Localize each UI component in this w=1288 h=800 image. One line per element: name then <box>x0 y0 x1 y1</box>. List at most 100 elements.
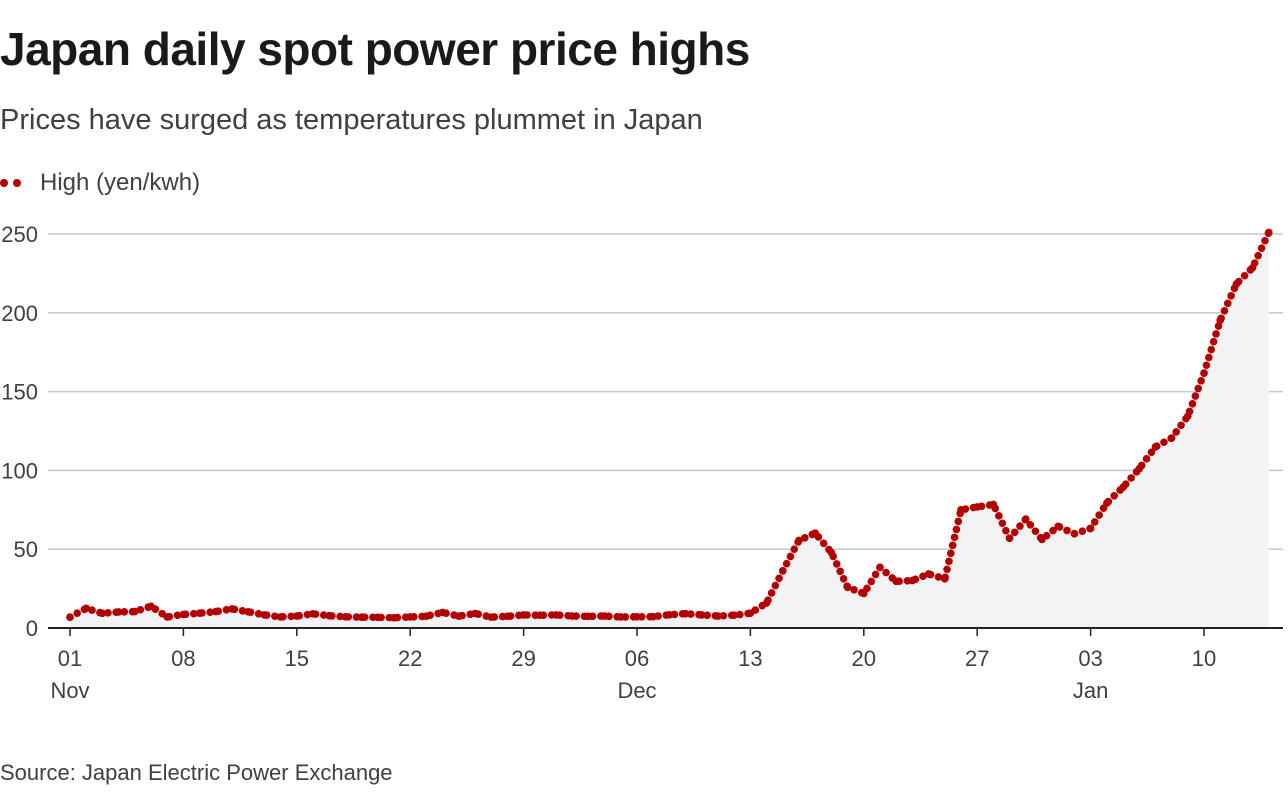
series-dot <box>801 533 809 542</box>
data-point <box>941 575 949 583</box>
data-point <box>633 613 641 621</box>
data-point <box>471 609 479 618</box>
data-point <box>98 609 107 618</box>
y-axis: 0 50 100 150 200 250 <box>1 222 38 641</box>
data-point <box>795 536 803 545</box>
series-dot <box>836 567 844 576</box>
x-axis: 01 Nov 08 15 22 29 06 Dec 13 20 27 03 Jan 10 <box>50 628 1216 703</box>
data-point <box>357 613 366 621</box>
data-point <box>843 583 852 592</box>
y-tick-label: 150 <box>1 380 38 405</box>
series-dot <box>1257 244 1266 253</box>
data-point <box>1054 522 1062 531</box>
series-dot <box>1188 399 1197 408</box>
series-dot <box>767 589 776 597</box>
series-dot <box>254 610 263 618</box>
data-point <box>390 613 398 622</box>
data-point <box>1038 535 1046 544</box>
series-dot <box>819 539 828 548</box>
series-dot <box>948 541 957 550</box>
data-point <box>131 607 139 616</box>
data-point <box>924 570 933 578</box>
series-dot <box>1049 526 1057 535</box>
series-dot <box>1142 455 1151 463</box>
series-dot <box>719 611 728 620</box>
x-tick-label: 27 <box>965 646 989 671</box>
x-tick-label: 22 <box>398 646 422 671</box>
series-dot <box>950 533 959 542</box>
series-dot <box>173 611 182 620</box>
data-point <box>1103 499 1111 507</box>
data-point <box>66 613 74 621</box>
legend-dot <box>13 179 21 187</box>
series-dot <box>1194 384 1203 393</box>
series-dot <box>839 574 848 583</box>
series-dot <box>1207 345 1216 354</box>
series-dot <box>790 545 799 554</box>
data-point <box>114 608 123 616</box>
chart-subtitle: Prices have surged as temperatures plumm… <box>0 104 703 136</box>
x-tick-label: 15 <box>285 646 309 671</box>
series-dot <box>1031 527 1040 536</box>
legend: High (yen/kwh) <box>0 168 200 198</box>
x-month-label: Dec <box>617 678 656 703</box>
data-point <box>1135 465 1143 473</box>
data-point <box>860 589 868 598</box>
data-point <box>1005 534 1014 543</box>
data-point <box>552 611 560 619</box>
y-tick-label: 200 <box>1 301 38 326</box>
source-note: Source: Japan Electric Power Exchange <box>0 760 393 785</box>
series-dot <box>222 606 231 614</box>
data-point <box>325 611 334 620</box>
data-point <box>1232 280 1241 288</box>
series-dot <box>1209 337 1218 346</box>
series-area <box>70 232 1269 628</box>
data-point <box>973 503 981 511</box>
data-point <box>212 607 220 616</box>
series-dot <box>832 560 841 568</box>
data-point <box>1248 263 1257 272</box>
data-point <box>422 612 431 620</box>
series-dot <box>771 581 780 590</box>
x-tick-label: 29 <box>511 646 535 671</box>
data-point <box>147 602 155 611</box>
y-tick-label: 250 <box>1 222 38 247</box>
series-dot <box>1261 236 1269 245</box>
data-point <box>341 613 350 621</box>
series-dot <box>1160 438 1168 447</box>
x-tick-label: 10 <box>1192 646 1216 671</box>
x-tick-label: 01 <box>58 646 82 671</box>
data-point <box>1151 443 1160 451</box>
series-dot <box>1010 528 1019 537</box>
data-point <box>730 611 738 620</box>
y-tick-label: 50 <box>14 537 38 562</box>
series-dot <box>1227 292 1235 300</box>
series-dot <box>1240 271 1249 280</box>
data-point <box>714 612 722 620</box>
series-dot <box>1147 448 1156 457</box>
data-point <box>1119 483 1127 492</box>
legend-marker <box>0 177 28 189</box>
series-dot <box>1090 518 1099 526</box>
data-point <box>989 500 998 509</box>
series-dot <box>1191 392 1200 400</box>
data-point <box>746 609 755 617</box>
series-dot <box>73 609 81 617</box>
legend-dot <box>0 179 8 187</box>
data-point <box>82 604 90 613</box>
x-tick-label: 20 <box>852 646 876 671</box>
data-point <box>374 613 382 622</box>
data-point <box>244 607 252 616</box>
data-point <box>568 612 576 620</box>
data-point <box>698 611 706 619</box>
x-tick-label: 06 <box>625 646 649 671</box>
series-dot <box>1095 511 1103 519</box>
chart-title: Japan daily spot power price highs <box>0 23 750 75</box>
data-point <box>681 609 690 618</box>
series-dot <box>88 606 96 614</box>
series-dot <box>782 559 791 568</box>
series-dot <box>1177 421 1185 430</box>
data-point <box>876 563 884 572</box>
data-point <box>1265 228 1273 237</box>
data-point <box>1086 524 1095 533</box>
